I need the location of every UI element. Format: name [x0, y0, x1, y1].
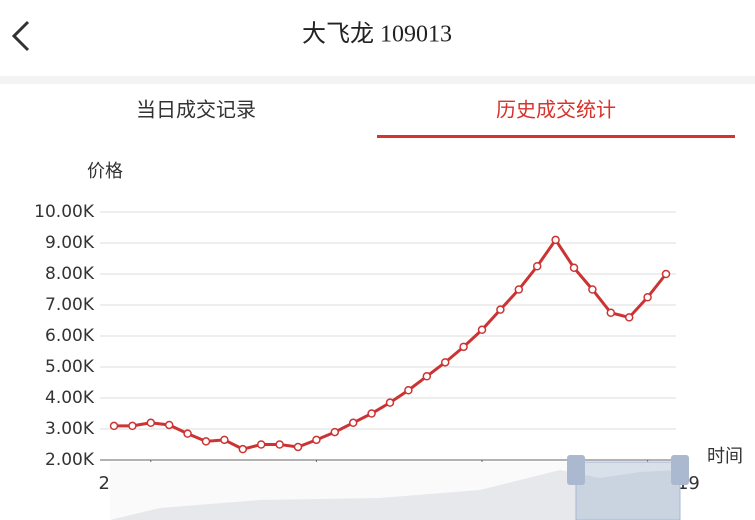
- data-point[interactable]: [514, 285, 524, 294]
- y-tick-label: 7.00K: [45, 295, 95, 315]
- data-point[interactable]: [422, 372, 432, 381]
- y-tick-label: 2.00K: [45, 450, 95, 470]
- data-point[interactable]: [477, 325, 487, 335]
- data-point[interactable]: [220, 435, 229, 445]
- data-point[interactable]: [312, 435, 321, 445]
- price-line: [114, 237, 668, 451]
- x-axis-label: 时间: [707, 446, 743, 467]
- data-point[interactable]: [643, 293, 652, 302]
- zoom-handle[interactable]: [567, 455, 585, 485]
- data-point[interactable]: [385, 398, 395, 407]
- data-point[interactable]: [128, 421, 137, 431]
- page-title: 大飞龙 109013: [302, 21, 452, 48]
- data-point[interactable]: [256, 440, 266, 449]
- data-point[interactable]: [606, 308, 616, 317]
- data-point[interactable]: [146, 418, 156, 428]
- y-tick-label: 3.00K: [45, 419, 95, 439]
- data-point[interactable]: [496, 305, 505, 314]
- data-point[interactable]: [201, 437, 211, 446]
- y-tick-label: 10.00K: [34, 202, 95, 222]
- zoom-preview: [110, 470, 680, 520]
- data-point[interactable]: [624, 313, 634, 322]
- data-point[interactable]: [164, 420, 174, 430]
- data-point[interactable]: [569, 263, 579, 273]
- data-point[interactable]: [459, 342, 468, 352]
- zoom-handle[interactable]: [671, 455, 689, 485]
- y-tick-label: 4.00K: [45, 388, 95, 408]
- divider: [0, 76, 755, 84]
- zoom-window[interactable]: [575, 461, 681, 520]
- back-button[interactable]: [11, 20, 30, 52]
- data-point[interactable]: [348, 418, 358, 428]
- data-point[interactable]: [275, 440, 284, 449]
- tab-label[interactable]: 历史成交统计: [496, 98, 616, 122]
- tab-label[interactable]: 当日成交记录: [136, 98, 256, 122]
- data-point[interactable]: [238, 444, 248, 454]
- data-point[interactable]: [661, 269, 671, 279]
- data-point[interactable]: [330, 427, 340, 437]
- data-point[interactable]: [183, 429, 192, 438]
- data-point[interactable]: [551, 235, 560, 245]
- y-axis-label: 价格: [87, 161, 123, 182]
- data-point[interactable]: [109, 421, 119, 431]
- y-tick-label: 8.00K: [45, 264, 95, 284]
- data-point[interactable]: [532, 262, 542, 271]
- data-point[interactable]: [404, 386, 413, 395]
- data-point[interactable]: [293, 442, 303, 452]
- y-tick-label: 5.00K: [45, 357, 95, 377]
- data-point[interactable]: [367, 409, 376, 418]
- data-point[interactable]: [588, 285, 597, 294]
- data-point[interactable]: [440, 358, 450, 367]
- y-tick-label: 9.00K: [45, 233, 95, 253]
- y-tick-label: 6.00K: [45, 326, 95, 346]
- tab-indicator: [377, 135, 735, 138]
